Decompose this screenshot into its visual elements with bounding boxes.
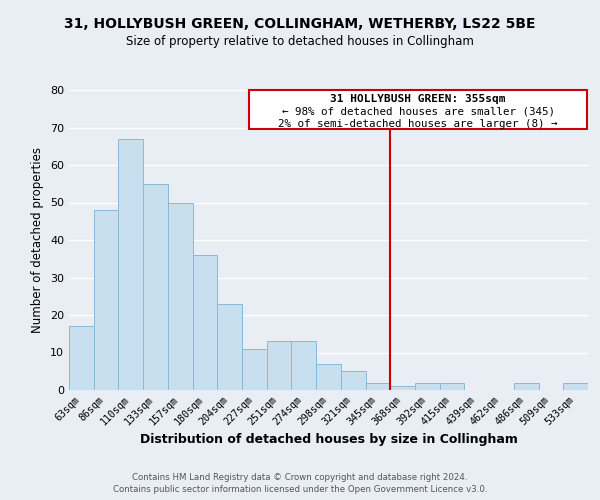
Bar xyxy=(563,382,588,390)
Bar xyxy=(415,382,440,390)
Bar xyxy=(316,364,341,390)
Bar xyxy=(143,184,168,390)
Text: Contains HM Land Registry data © Crown copyright and database right 2024.: Contains HM Land Registry data © Crown c… xyxy=(132,472,468,482)
Bar xyxy=(168,202,193,390)
Text: ← 98% of detached houses are smaller (345): ← 98% of detached houses are smaller (34… xyxy=(281,107,554,117)
Text: 2% of semi-detached houses are larger (8) →: 2% of semi-detached houses are larger (8… xyxy=(278,119,558,129)
Bar xyxy=(94,210,118,390)
Text: Size of property relative to detached houses in Collingham: Size of property relative to detached ho… xyxy=(126,35,474,48)
Bar xyxy=(69,326,94,390)
Bar xyxy=(267,341,292,390)
Bar xyxy=(242,349,267,390)
Bar xyxy=(250,90,587,130)
X-axis label: Distribution of detached houses by size in Collingham: Distribution of detached houses by size … xyxy=(140,433,517,446)
Bar xyxy=(440,382,464,390)
Bar xyxy=(217,304,242,390)
Bar xyxy=(390,386,415,390)
Bar xyxy=(341,371,365,390)
Bar xyxy=(118,138,143,390)
Bar xyxy=(514,382,539,390)
Y-axis label: Number of detached properties: Number of detached properties xyxy=(31,147,44,333)
Text: 31, HOLLYBUSH GREEN, COLLINGHAM, WETHERBY, LS22 5BE: 31, HOLLYBUSH GREEN, COLLINGHAM, WETHERB… xyxy=(64,18,536,32)
Text: Contains public sector information licensed under the Open Government Licence v3: Contains public sector information licen… xyxy=(113,485,487,494)
Bar xyxy=(365,382,390,390)
Text: 31 HOLLYBUSH GREEN: 355sqm: 31 HOLLYBUSH GREEN: 355sqm xyxy=(331,94,506,104)
Bar xyxy=(193,255,217,390)
Bar xyxy=(292,341,316,390)
